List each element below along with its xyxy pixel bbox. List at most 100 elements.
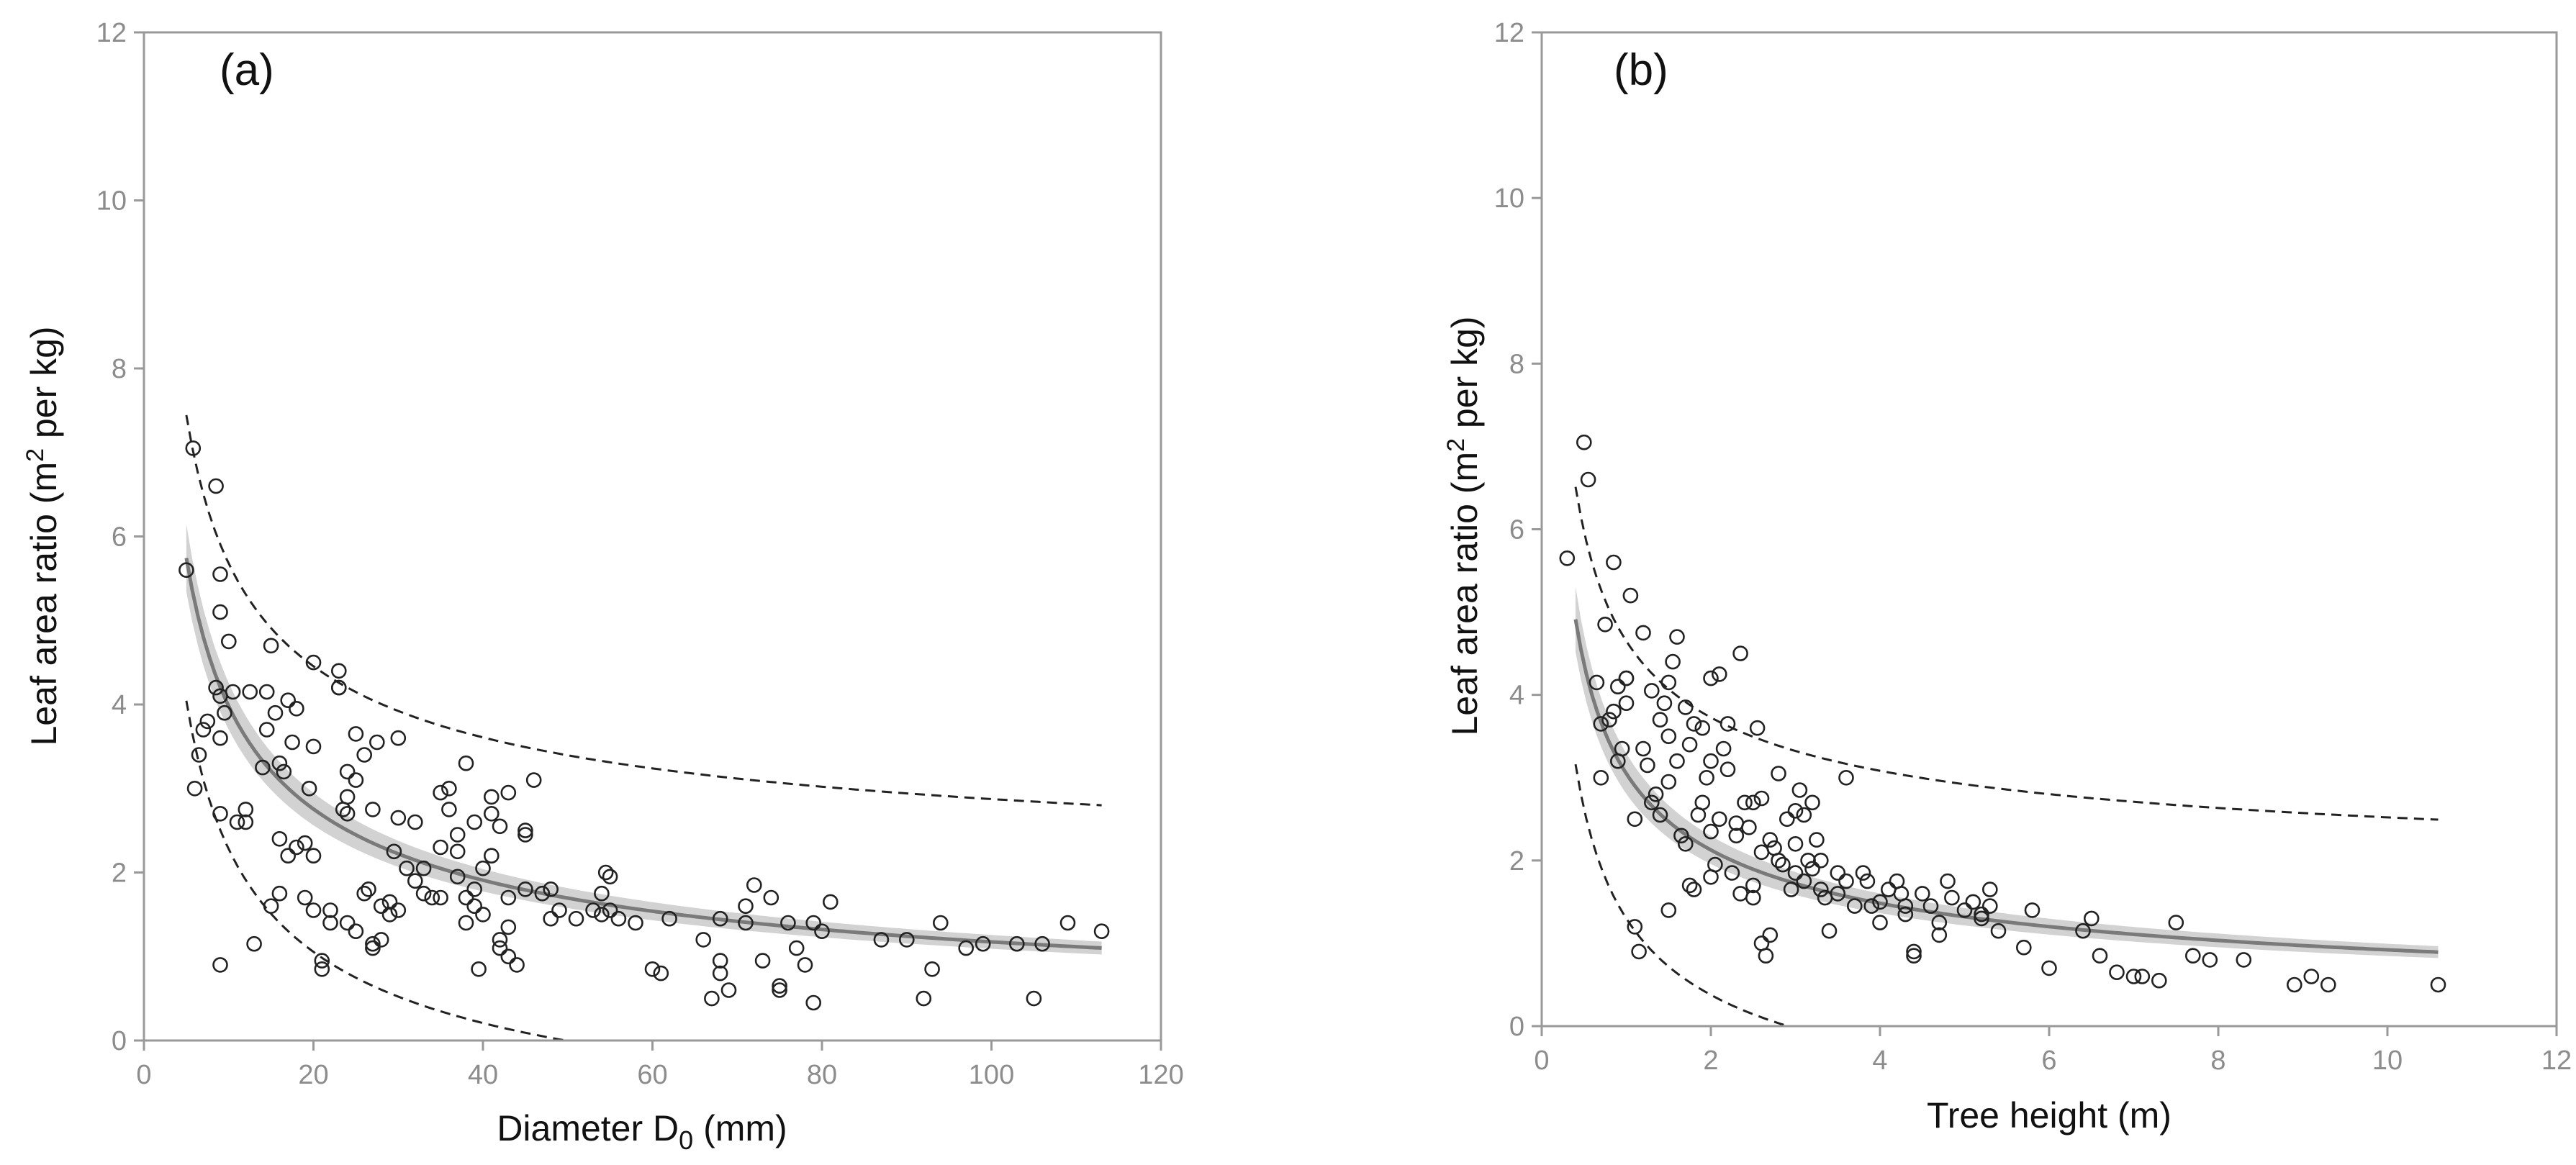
panel-b-data-point [2303, 969, 2320, 984]
panel-b-data-point [1618, 670, 1635, 686]
panel-b-data-point [1652, 712, 1668, 728]
panel-a-data-point [653, 965, 669, 982]
panel-b-data-point [1559, 550, 1576, 566]
panel-b-data-point [1813, 853, 1829, 869]
panel-a-data-point [322, 915, 338, 931]
panel-a-data-point [483, 789, 500, 805]
panel-a-data-point [415, 885, 432, 902]
panel-b-data-point [1800, 853, 1816, 869]
panel-a-data-point [585, 902, 601, 918]
panel-b-data-point [1660, 728, 1677, 745]
panel-a-data-point [229, 814, 245, 830]
panel-a-x-tick-label: 120 [1138, 1060, 1183, 1090]
panel-b-data-point [1804, 794, 1820, 811]
panel-b-data-point [1775, 856, 1791, 873]
panel-b-y-axis-title-sup: 2 [1442, 438, 1470, 452]
panel-b-data-point [2109, 964, 2125, 980]
panel-a-data-point [466, 814, 483, 830]
panel-a-data-point [788, 940, 805, 956]
panel-a-data-point [289, 700, 304, 717]
panel-a-data-point [509, 957, 525, 973]
panel-a-data-point [475, 860, 491, 876]
panel-a-data-point [191, 747, 207, 763]
panel-b-data-point [1804, 861, 1820, 877]
panel-a-data-point [263, 898, 279, 914]
panel-a-data-point [348, 772, 364, 788]
panel-a-data-point [220, 633, 237, 650]
panel-b-data-point [2202, 952, 2218, 968]
panel-a-x-axis-title-text: Diameter D [497, 1108, 679, 1148]
panel-b-data-point [1906, 943, 1922, 960]
panel-b-data-point [1779, 811, 1795, 828]
panel-a-data-point [322, 902, 338, 918]
panel-b-data-point [1732, 886, 1748, 902]
panel-a-data-point [458, 889, 474, 906]
panel-b-data-point [1681, 877, 1698, 894]
panel-b-x-axis-title-text: Tree height (m) [1927, 1095, 2171, 1135]
panel-a-data-point [365, 940, 381, 956]
panel-a-data-point [242, 684, 258, 700]
panel-b-data-point [1855, 865, 1871, 881]
panel-a-data-point [390, 730, 407, 746]
panel-b-data-point [1656, 695, 1673, 712]
panel-a-data-point [305, 902, 322, 918]
panel-a-data-point [297, 835, 313, 851]
panel-b-data-point [2084, 910, 2100, 927]
panel-a-data-point [449, 827, 466, 843]
panel-a-data-point [348, 923, 364, 939]
panel-b-data-point [1703, 823, 1719, 840]
panel-b-data-point [1703, 670, 1719, 686]
panel-b-plot-frame [1540, 31, 2558, 1028]
panel-b-data-point [1614, 740, 1630, 757]
panel-a-data-point [720, 982, 737, 998]
panel-b-data-point [2016, 939, 2032, 956]
panel-b-data-point [1618, 695, 1635, 712]
panel-b-data-point [1593, 716, 1609, 732]
panel-a-prediction-upper [185, 414, 1102, 807]
panel-b-y-tick-label: 0 [1509, 1012, 1524, 1042]
panel-a-data-point [195, 722, 212, 738]
panel-b-data-point [1940, 873, 1956, 889]
panel-b-data-point [1974, 906, 1989, 923]
panel-a-y-tick-label: 6 [112, 522, 127, 553]
panel-a-data-point [1026, 990, 1042, 1007]
panel-b-y-tick-label: 12 [1494, 18, 1524, 48]
panel-b-data-point [1982, 898, 1998, 914]
panel-b-x-tick-label: 6 [2041, 1046, 2056, 1076]
panel-b-data-point [1821, 923, 1838, 939]
panel-a-data-point [212, 604, 228, 620]
panel-b-data-point [1640, 757, 1655, 774]
panel-a-data-point [284, 734, 300, 751]
panel-a-data-point [305, 738, 322, 755]
panel-a-data-point [492, 940, 508, 956]
panel-b-data-point [1610, 679, 1626, 695]
panel-a-data-point [373, 898, 389, 914]
panel-b-data-point [1660, 674, 1677, 691]
panel-a-data-point [208, 679, 224, 696]
panel-b-data-point [1897, 898, 1914, 914]
panel-b-label: (b) [1614, 45, 1668, 95]
panel-b-data-point [1809, 832, 1825, 848]
panel-b-y-axis-title-suffix: per kg) [1445, 316, 1485, 438]
panel-a-data-point [492, 818, 508, 835]
panel-a-data-point [339, 789, 356, 805]
panel-b-data-point [1660, 902, 1677, 918]
panel-a-data-point [212, 957, 228, 973]
panel-b-y-axis-title-text: Leaf area ratio (m [1445, 452, 1485, 736]
panel-a-y-tick-label: 10 [96, 186, 127, 217]
panel-a-data-point [518, 822, 533, 838]
panel-b-data-point [1771, 853, 1786, 869]
panel-b-data-point [1576, 434, 1592, 450]
panel-b-y-tick-label: 10 [1494, 183, 1524, 214]
panel-b-data-point [1787, 865, 1804, 881]
panel-b-data-point [1686, 881, 1702, 897]
panel-b-data-point [1724, 865, 1740, 881]
panel-b-data-point [1678, 699, 1694, 715]
panel-a-data-point [271, 831, 288, 847]
panel-a-data-point [471, 961, 487, 977]
panel-a-data-point [597, 864, 614, 881]
panel-b-data-point [2236, 952, 2252, 968]
panel-b-data-point [1796, 807, 1812, 823]
panel-a-data-point [305, 654, 322, 671]
panel-a-data-point [568, 910, 584, 927]
